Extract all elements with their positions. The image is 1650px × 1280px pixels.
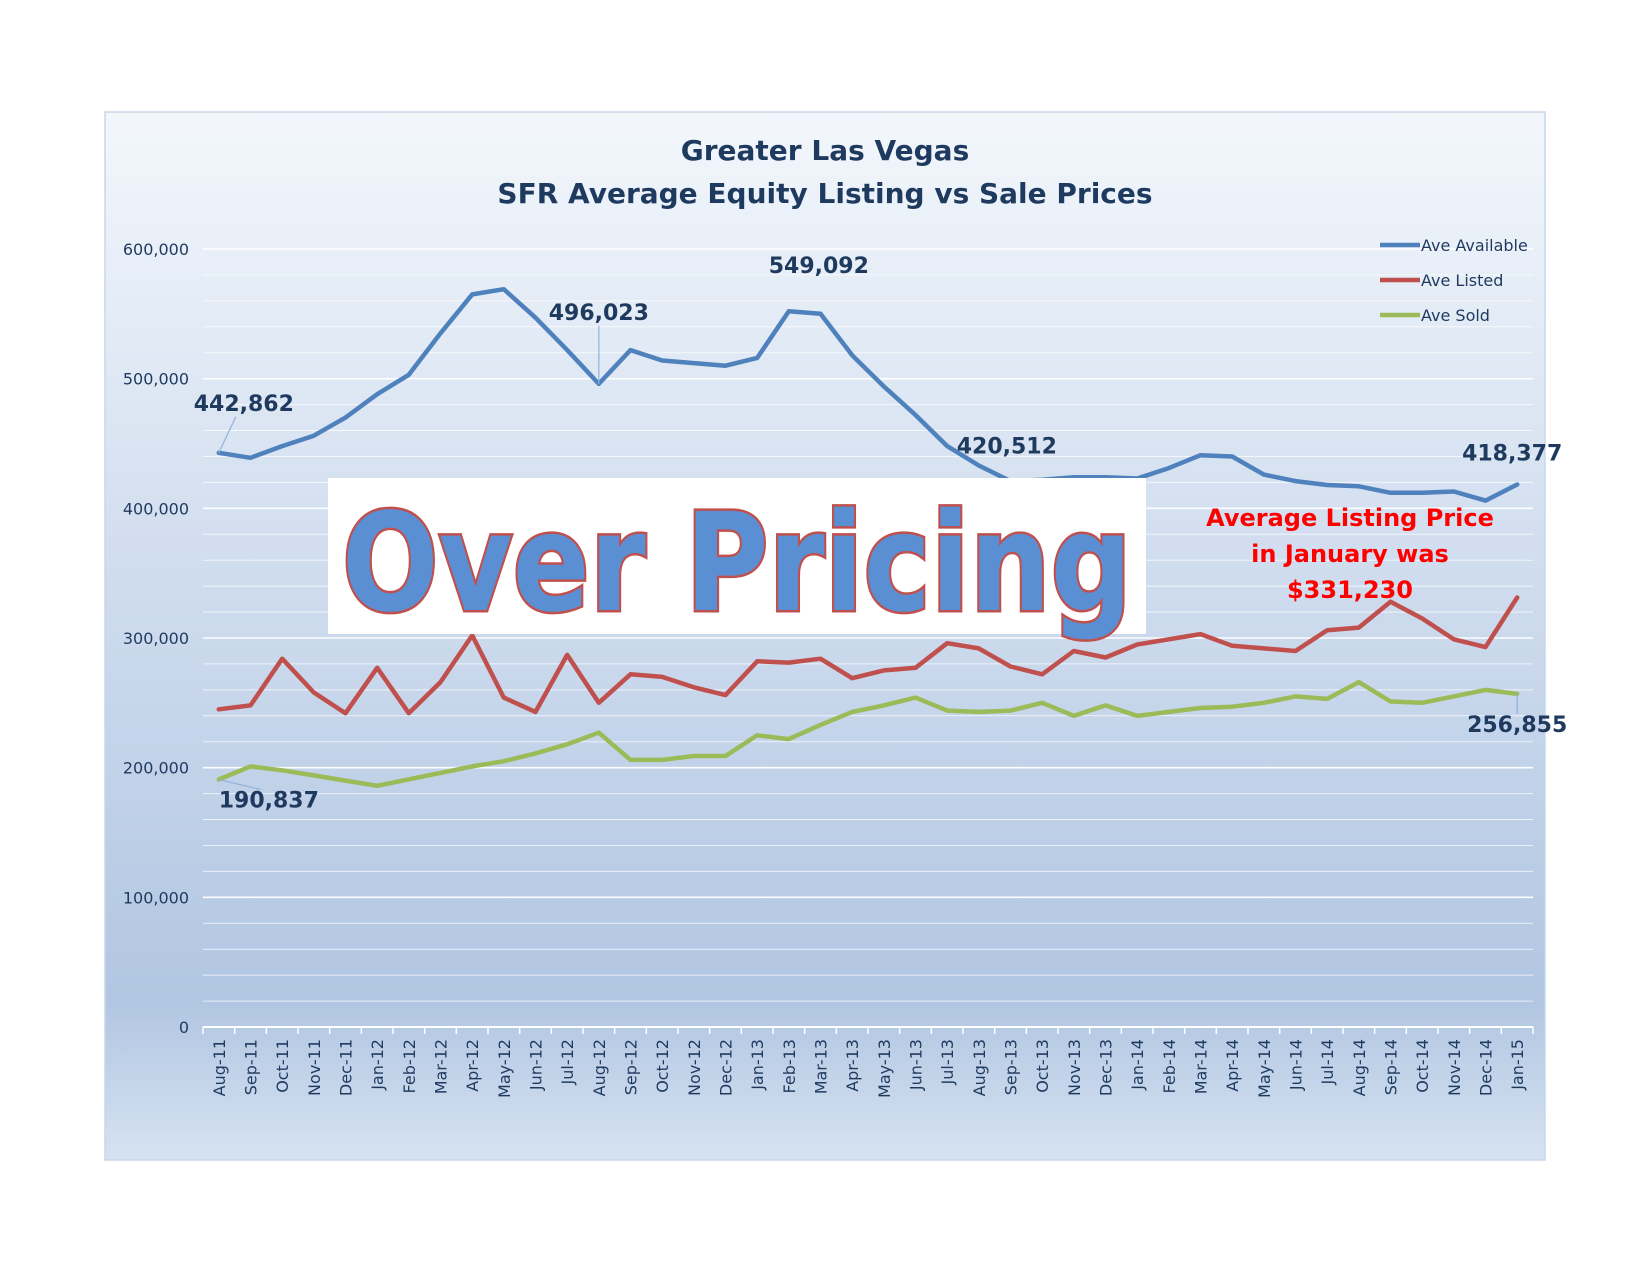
chart-subtitle: SFR Average Equity Listing vs Sale Price… <box>497 177 1152 210</box>
x-tick-label: Jan-13 <box>748 1039 767 1091</box>
x-tick-label: Apr-13 <box>843 1039 862 1092</box>
x-tick-label: May-12 <box>495 1039 514 1098</box>
x-tick-label: Nov-14 <box>1445 1039 1464 1096</box>
callout-line-1: Average Listing Price <box>1206 504 1494 532</box>
data-label: 496,023 <box>549 301 649 326</box>
x-tick-label: Apr-12 <box>463 1039 482 1092</box>
data-label: 256,855 <box>1467 713 1567 738</box>
data-label-leader <box>218 778 261 791</box>
series-line-ave-sold <box>216 679 1520 789</box>
x-tick-label: Oct-13 <box>1033 1039 1052 1093</box>
data-label-leader <box>218 416 237 454</box>
data-label: 442,862 <box>194 392 294 417</box>
banner-background <box>328 478 1146 634</box>
x-tick-label: Nov-11 <box>305 1039 324 1096</box>
y-tick-label: 100,000 <box>123 888 189 907</box>
y-tick-label: 500,000 <box>123 370 189 389</box>
data-label: 549,092 <box>769 254 869 279</box>
x-tick-label: Jan-14 <box>1128 1039 1147 1091</box>
data-label: 418,377 <box>1462 442 1562 467</box>
x-tick-label: Dec-11 <box>337 1039 356 1096</box>
data-labels: 442,862 496,023 549,092 420,512 418,377 190,8… <box>194 254 1568 813</box>
x-tick-label: Nov-13 <box>1065 1039 1084 1096</box>
x-tick-label: Aug-13 <box>970 1039 989 1096</box>
legend-label-ave-available[interactable]: Ave Available <box>1421 236 1528 255</box>
x-tick-label: Sep-11 <box>242 1039 261 1095</box>
x-tick-label: Jan-12 <box>368 1039 387 1091</box>
banner-text: Over Pricing <box>342 485 1132 643</box>
data-label: 420,512 <box>957 435 1057 460</box>
over-pricing-banner: Over Pricing <box>328 478 1146 646</box>
x-tick-label: Aug-14 <box>1350 1039 1369 1096</box>
x-tick-label: Jan-15 <box>1508 1039 1527 1091</box>
x-tick-label: Jun-13 <box>907 1039 926 1091</box>
x-tick-label: Sep-14 <box>1382 1039 1401 1095</box>
x-tick-label: Oct-12 <box>653 1039 672 1093</box>
x-tick-label: Oct-11 <box>273 1039 292 1093</box>
y-tick-label: 0 <box>179 1018 189 1037</box>
x-tick-label: Dec-13 <box>1097 1039 1116 1096</box>
x-tick-label: Mar-13 <box>812 1039 831 1094</box>
x-tick-label: May-13 <box>875 1039 894 1098</box>
y-tick-label: 200,000 <box>123 759 189 778</box>
x-axis: Aug-11 Sep-11 Oct-11 Nov-11 Dec-11 Jan-12 Feb-… <box>202 1026 1534 1098</box>
x-tick-label: Apr-14 <box>1223 1039 1242 1092</box>
x-tick-label: Aug-11 <box>210 1039 229 1096</box>
x-tick-label: Feb-12 <box>400 1039 419 1093</box>
x-tick-label: Mar-12 <box>432 1039 451 1094</box>
x-tick-label: Dec-12 <box>717 1039 736 1096</box>
x-tick-label: Sep-13 <box>1002 1039 1021 1095</box>
x-tick-label: Feb-14 <box>1160 1039 1179 1093</box>
x-tick-label: Jun-14 <box>1287 1039 1306 1091</box>
chart-background <box>104 111 1546 1161</box>
y-tick-label: 400,000 <box>123 499 189 518</box>
x-tick-label: May-14 <box>1255 1039 1274 1098</box>
x-tick-label: Dec-14 <box>1477 1039 1496 1096</box>
series-line-ave-available <box>216 286 1520 503</box>
data-label: 190,837 <box>219 789 319 814</box>
x-tick-label: Feb-13 <box>780 1039 799 1093</box>
legend[interactable]: Ave Available Ave Listed Ave Sold <box>1380 236 1528 325</box>
callout-line-2: in January was <box>1251 540 1449 568</box>
y-tick-label: 600,000 <box>123 240 189 259</box>
series-line-ave-listed <box>216 595 1520 716</box>
y-axis: 0 100,000 200,000 300,000 400,000 500,000 600,… <box>123 240 189 1037</box>
legend-label-ave-listed[interactable]: Ave Listed <box>1421 271 1503 290</box>
x-tick-label: Jul-14 <box>1318 1039 1337 1085</box>
y-tick-label: 300,000 <box>123 629 189 648</box>
x-tick-label: Jun-12 <box>527 1039 546 1091</box>
x-tick-label: Jul-12 <box>558 1039 577 1085</box>
x-tick-label: Oct-14 <box>1413 1039 1432 1093</box>
chart-title: Greater Las Vegas <box>681 134 970 167</box>
legend-label-ave-sold[interactable]: Ave Sold <box>1421 306 1490 325</box>
x-tick-label: Aug-12 <box>590 1039 609 1096</box>
x-tick-label: Jul-13 <box>938 1039 957 1085</box>
series-lines <box>216 286 1520 789</box>
x-tick-label: Mar-14 <box>1192 1039 1211 1094</box>
x-tick-label: Sep-12 <box>622 1039 641 1095</box>
listing-price-callout: Average Listing Price in January was $33… <box>1206 504 1494 604</box>
x-tick-label: Nov-12 <box>685 1039 704 1096</box>
callout-line-3: $331,230 <box>1287 576 1413 604</box>
